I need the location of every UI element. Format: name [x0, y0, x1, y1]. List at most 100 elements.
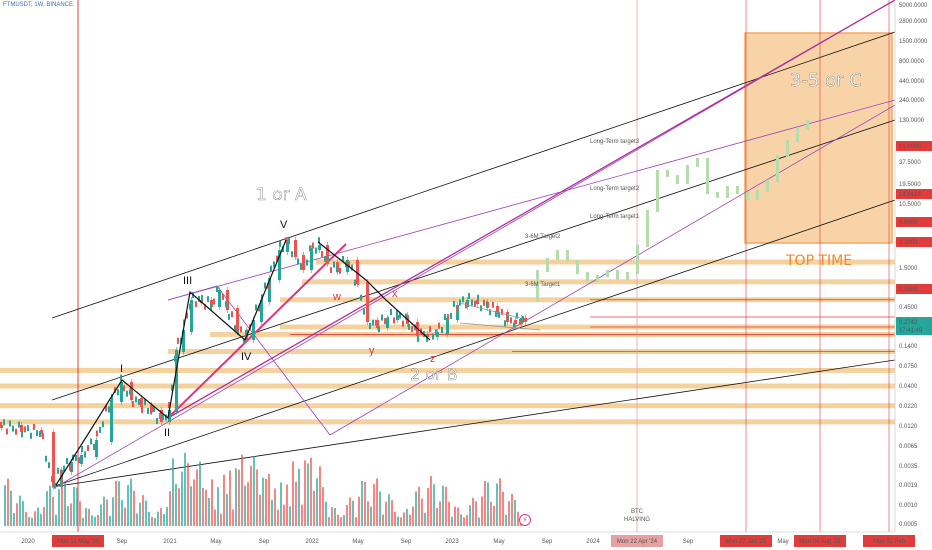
candle — [450, 312, 452, 319]
time-axis-tag-label: Mon 11 May '20 — [57, 539, 100, 545]
volume-bar — [100, 504, 102, 526]
candle — [117, 389, 119, 396]
time-axis-tag-label: Mon 02 Feb — [873, 539, 906, 545]
current-price-value: 0.2743 — [899, 320, 918, 326]
volume-bar — [376, 478, 378, 526]
volume-bar — [493, 505, 495, 526]
candle — [216, 286, 218, 293]
projection-candle — [576, 260, 579, 274]
volume-bar — [403, 512, 405, 526]
volume-bar — [415, 491, 417, 526]
volume-bar — [148, 511, 150, 526]
volume-bar — [328, 517, 330, 526]
volume-bar — [364, 482, 366, 526]
candle — [93, 443, 95, 450]
candle — [15, 428, 17, 435]
price-axis-label: 0.1400 — [899, 344, 918, 350]
volume-bar — [46, 491, 48, 526]
flag-line — [459, 322, 541, 331]
volume-bar — [199, 461, 201, 526]
lightning-icon[interactable]: ⚡ — [519, 514, 531, 526]
candle — [417, 336, 419, 343]
projection-candle — [696, 158, 699, 167]
price-axis-label: 0.0750 — [899, 364, 918, 370]
candle — [303, 257, 305, 264]
candle — [294, 247, 296, 254]
volume-bar — [280, 482, 282, 526]
candle — [495, 310, 497, 317]
candle — [315, 247, 317, 254]
volume-bar — [511, 493, 513, 526]
volume-bar — [61, 476, 63, 526]
price-axis-label: 2800.0000 — [899, 19, 928, 25]
candle — [156, 417, 158, 424]
candle — [126, 390, 128, 397]
candle — [348, 261, 350, 268]
volume-bar — [424, 512, 426, 526]
btc-halving-label: BTC — [631, 509, 644, 515]
projection-candle — [596, 275, 599, 282]
volume-bar — [85, 508, 87, 526]
wave-label-iv: IV — [241, 351, 252, 363]
volume-bar — [127, 484, 129, 526]
candle — [132, 401, 134, 408]
candle — [276, 255, 278, 262]
candle — [30, 432, 32, 439]
candle — [222, 293, 224, 300]
candle — [240, 326, 242, 333]
volume-bar — [211, 479, 213, 526]
candle — [396, 309, 398, 316]
projection-candle — [606, 270, 609, 277]
candle — [69, 464, 71, 471]
candle — [435, 329, 437, 336]
time-axis-label: Sep — [259, 539, 270, 545]
candle — [165, 414, 167, 421]
projection-candle — [796, 128, 799, 142]
price-axis-bg — [895, 0, 932, 532]
candle — [318, 237, 320, 244]
candle — [288, 238, 290, 245]
volume-bar — [196, 469, 198, 526]
volume-bar — [406, 508, 408, 526]
candle — [243, 338, 245, 345]
volume-bar — [10, 490, 12, 526]
candle — [372, 319, 374, 326]
candle — [468, 293, 470, 300]
correction-wave-line — [317, 241, 431, 341]
projection-candle — [706, 158, 709, 194]
candle — [24, 426, 26, 433]
channel-line — [51, 199, 896, 488]
volume-bar — [19, 495, 21, 526]
price-axis-label: 240.0000 — [899, 98, 925, 104]
candle — [369, 322, 371, 329]
price-axis-tag-label: 3.2000 — [899, 240, 918, 246]
support-band — [0, 403, 895, 409]
volume-bar — [52, 496, 54, 526]
target-3-6m-2-label: 3-6M Target2 — [525, 234, 561, 240]
volume-bar — [244, 485, 246, 526]
candle — [414, 324, 416, 331]
candle — [393, 317, 395, 324]
volume-bar — [103, 496, 105, 526]
wave-label-ii: II — [164, 427, 170, 439]
candle — [3, 419, 5, 426]
volume-bar — [172, 458, 174, 526]
volume-bar — [274, 488, 276, 526]
price-axis-label: 800.0000 — [899, 59, 925, 65]
volume-bar — [517, 511, 519, 526]
candle — [210, 303, 212, 310]
candle — [150, 408, 152, 415]
price-axis-label: 37.5000 — [899, 160, 921, 166]
time-axis-tag-label: Mon 22 Apr '24 — [617, 539, 658, 545]
volume-bar — [82, 517, 84, 526]
candle — [438, 322, 440, 329]
candle — [45, 455, 47, 462]
candle — [252, 320, 254, 327]
price-axis-label: 0.0005 — [899, 522, 918, 528]
candle — [6, 428, 8, 435]
purple-channel-line — [167, 99, 896, 301]
candle — [183, 319, 185, 326]
price-axis-tag-label: 0.7500 — [899, 287, 918, 293]
candle — [231, 311, 233, 318]
